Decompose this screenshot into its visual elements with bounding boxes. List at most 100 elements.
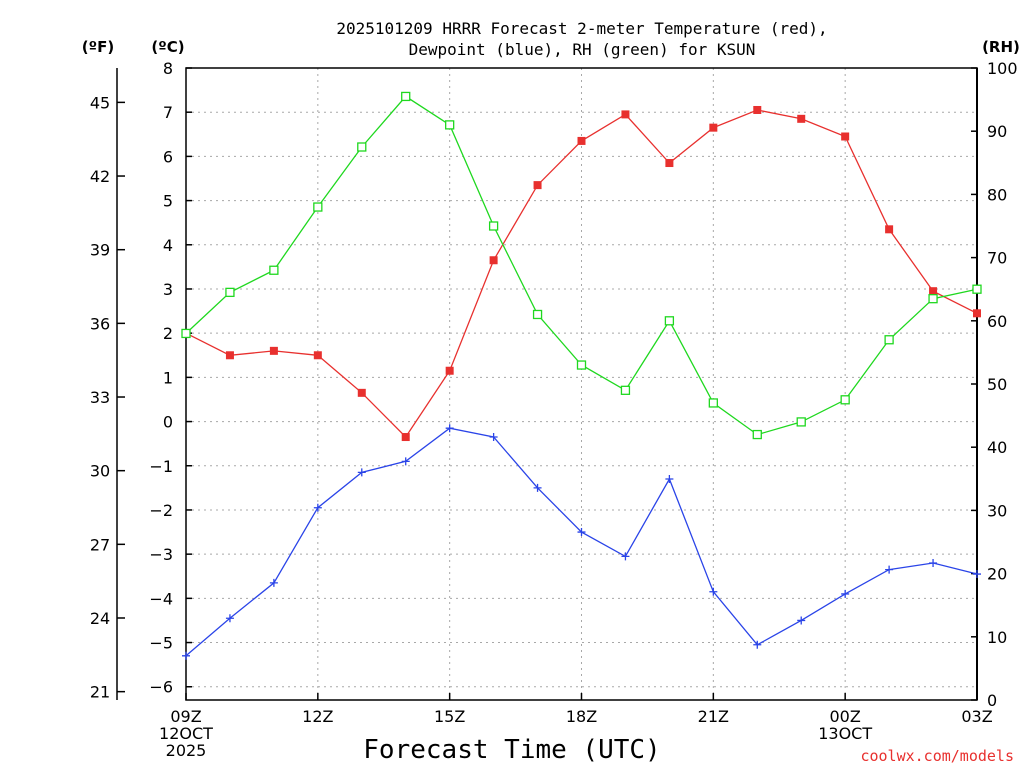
time-tick-label: 09Z (170, 707, 201, 726)
dewpoint-point (709, 587, 718, 596)
dewpoint-point (313, 503, 322, 512)
rh-point (884, 335, 894, 345)
dewpoint-point (269, 578, 278, 587)
2-meter-temperature-series (182, 105, 981, 442)
rh-point (313, 202, 323, 212)
2-meter-temperature-point (401, 433, 410, 442)
2-meter-temperature-point (709, 123, 718, 132)
rh-tick-label: 70 (987, 249, 1007, 268)
celsius-tick-label: 4 (163, 236, 173, 255)
dewpoint-point (445, 424, 454, 433)
rh-point (401, 91, 411, 102)
chart-title-line-2: Dewpoint (blue), RH (green) for KSUN (409, 40, 756, 59)
2-meter-temperature-point (445, 366, 454, 375)
rh-axis: 0 10 20 30 40 50 60 70 80 90 100 (971, 59, 1018, 710)
2-meter-temperature-point (885, 225, 894, 234)
dewpoint-point (973, 570, 981, 579)
fahrenheit-tick-label: 33 (90, 388, 110, 407)
rh-tick-label: 80 (987, 185, 1007, 204)
dewpoint-point (797, 616, 806, 625)
dewpoint-point (621, 552, 630, 561)
dewpoint-point (182, 651, 190, 660)
fahrenheit-tick-label: 24 (90, 609, 110, 628)
dewpoint-point (577, 528, 586, 537)
celsius-tick-label: −5 (149, 634, 173, 653)
celsius-unit-label: (ºC) (151, 38, 184, 56)
rh-tick-label: 30 (987, 501, 1007, 520)
2-meter-temperature-point (577, 136, 586, 145)
rh-point (532, 309, 543, 320)
time-tick-label: 12OCT (159, 724, 213, 743)
celsius-tick-label: 3 (163, 280, 173, 299)
fahrenheit-tick-label: 27 (90, 535, 110, 554)
dewpoint-point (885, 565, 894, 574)
time-tick-label: 13OCT (818, 724, 872, 743)
dewpoint-point (929, 558, 938, 567)
rh-tick-label: 10 (987, 628, 1007, 647)
dewpoint-series (182, 424, 981, 660)
time-tick-label: 00Z (830, 707, 861, 726)
fahrenheit-tick-label: 30 (90, 462, 110, 481)
celsius-tick-label: −1 (149, 457, 173, 476)
2-meter-temperature-point (269, 346, 278, 355)
fahrenheit-tick-label: 21 (90, 683, 110, 702)
chart-title-line-1: 2025101209 HRRR Forecast 2-meter Tempera… (336, 19, 827, 38)
celsius-tick-label: 8 (163, 59, 173, 78)
rh-point (445, 120, 455, 130)
2-meter-temperature-point (225, 351, 234, 360)
dewpoint-point (401, 457, 410, 466)
2-meter-temperature-point (533, 181, 542, 190)
rh-point (928, 294, 938, 304)
rh-point (181, 328, 191, 339)
celsius-tick-label: −3 (149, 545, 173, 564)
dewpoint-point (841, 589, 850, 598)
rh-tick-label: 50 (987, 375, 1007, 394)
rh-point (664, 316, 675, 326)
fahrenheit-tick-label: 36 (90, 314, 110, 333)
rh-point (752, 429, 762, 440)
rh-tick-label: 20 (987, 565, 1007, 584)
2-meter-temperature-point (797, 114, 806, 123)
rh-point (576, 360, 587, 370)
credit-label: coolwx.com/models (860, 747, 1014, 765)
rh-point (357, 142, 367, 152)
fahrenheit-axis: 21 24 27 30 33 36 39 42 45 (90, 93, 125, 702)
celsius-tick-label: 5 (163, 192, 173, 211)
rh-tick-label: 60 (987, 312, 1007, 331)
dewpoint-point (357, 468, 366, 477)
2-meter-temperature-point (621, 110, 630, 119)
rh-tick-label: 100 (987, 59, 1018, 78)
rh-point (225, 287, 235, 298)
celsius-tick-label: −2 (149, 501, 173, 520)
time-tick-label: 03Z (961, 707, 992, 726)
celsius-tick-label: 6 (163, 147, 173, 166)
fahrenheit-tick-label: 42 (90, 167, 110, 186)
time-tick-label: 2025 (166, 741, 207, 760)
celsius-axis: −6 −5 −4 −3 −2 −1 0 1 2 3 4 5 6 7 8 (149, 59, 192, 697)
x-axis-label: Forecast Time (UTC) (363, 735, 660, 765)
2-meter-temperature-point (973, 309, 981, 318)
2-meter-temperature-point (313, 351, 322, 360)
celsius-tick-label: 0 (163, 413, 173, 432)
rh-point (708, 398, 718, 408)
2-meter-temperature-point (665, 159, 674, 168)
2-meter-temperature-point (929, 287, 938, 296)
celsius-tick-label: −6 (149, 678, 173, 697)
time-tick-label: 15Z (434, 707, 465, 726)
fahrenheit-unit-label: (ºF) (82, 38, 114, 56)
2-meter-temperature-point (357, 388, 366, 397)
data-series (181, 91, 982, 660)
dewpoint-point (665, 475, 674, 484)
celsius-tick-label: −4 (149, 589, 173, 608)
fahrenheit-tick-label: 45 (90, 93, 110, 112)
rh-point (488, 221, 499, 231)
celsius-tick-label: 7 (163, 103, 173, 122)
rh-point (972, 284, 982, 294)
2-meter-temperature-point (753, 105, 762, 114)
rh-series (181, 91, 982, 440)
celsius-tick-label: 1 (163, 368, 173, 387)
2-meter-temperature-point (489, 256, 498, 265)
2-meter-temperature-point (841, 132, 850, 141)
time-tick-label: 18Z (566, 707, 597, 726)
